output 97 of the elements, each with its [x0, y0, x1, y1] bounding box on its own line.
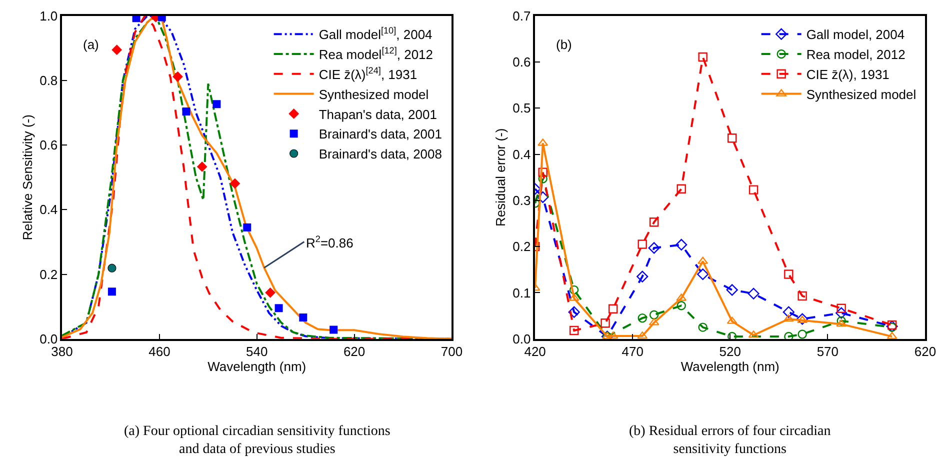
- y-tick-label: 0.7: [512, 8, 531, 24]
- annotation: (b): [556, 37, 572, 52]
- x-tick-label: 520: [719, 344, 741, 360]
- annotation: (a): [83, 37, 99, 52]
- point: [887, 320, 897, 330]
- y-tick-label: 0.4: [40, 202, 58, 218]
- point: [784, 332, 794, 339]
- point: [182, 107, 190, 116]
- point: [330, 326, 338, 334]
- x-tick-label: 420: [524, 344, 546, 360]
- annotation: R$^{2}$=0.86: [306, 234, 354, 250]
- point: [836, 316, 846, 326]
- y-tick-label: 0.2: [40, 266, 58, 282]
- legend-label: Synthesized model: [806, 86, 916, 102]
- y-axis-title: Relative Sensitivity (-): [20, 114, 36, 240]
- x-tick-label: 570: [816, 344, 839, 360]
- point: [637, 331, 648, 339]
- point: [649, 310, 659, 320]
- legend-label: Synthesized model: [318, 86, 429, 102]
- point: [698, 52, 708, 62]
- y-tick-label: 0.1: [512, 285, 531, 300]
- point: [112, 44, 122, 56]
- point: [537, 191, 549, 204]
- point: [569, 326, 579, 336]
- text: (b) Residual errors of four circadian sensitivity functions: [629, 424, 831, 458]
- line-series: [62, 16, 452, 339]
- legend-label: Rea model, 2012: [806, 47, 906, 62]
- point: [698, 322, 708, 332]
- point: [748, 288, 760, 300]
- point: [132, 16, 140, 22]
- point: [649, 218, 659, 227]
- x-tick-label: 380: [51, 344, 73, 360]
- point: [243, 223, 252, 232]
- point: [836, 319, 847, 327]
- point: [638, 240, 647, 249]
- point: [676, 301, 686, 310]
- point: [636, 270, 648, 282]
- y-tick-label: 0.3: [512, 192, 531, 208]
- point: [727, 134, 737, 143]
- y-tick-label: 0.5: [512, 100, 531, 116]
- point: [299, 314, 308, 322]
- y-tick-label: 0.0: [512, 331, 531, 346]
- x-tick-label: 460: [148, 344, 170, 360]
- point: [697, 268, 709, 280]
- point: [798, 330, 807, 339]
- x-tick-label: 700: [440, 344, 463, 360]
- point: [608, 331, 618, 339]
- point: [265, 287, 276, 298]
- point: [538, 168, 548, 177]
- point: [726, 284, 738, 296]
- point: [836, 307, 848, 319]
- x-axis-title: Wavelength (nm): [680, 359, 780, 374]
- point: [274, 304, 283, 312]
- point: [784, 270, 794, 279]
- point: [783, 314, 794, 322]
- point: [648, 242, 660, 254]
- legend-label: CIE z̄(λ)$^{[24]}$, 1931: [318, 66, 418, 82]
- point: [172, 71, 183, 82]
- y-tick-label: 0.4: [512, 146, 531, 162]
- text: (a) Four optional circadian sensitivity functions and data of previous studies: [124, 424, 390, 458]
- x-tick-label: 620: [343, 344, 366, 360]
- point: [108, 264, 116, 272]
- legend-label: Brainard's data, 2008: [318, 146, 442, 162]
- x-tick-label: 620: [914, 344, 936, 360]
- point: [196, 162, 208, 172]
- y-axis-title: Residual error (-): [493, 128, 508, 226]
- point: [676, 238, 688, 251]
- legend-label: Gall model, 2004: [806, 27, 905, 42]
- point: [836, 304, 846, 313]
- y-tick-label: 0.0: [40, 331, 58, 346]
- y-tick-label: 0.8: [40, 73, 58, 88]
- point: [600, 318, 610, 328]
- point: [676, 184, 686, 194]
- y-tick-label: 0.2: [512, 239, 531, 254]
- point: [569, 285, 579, 295]
- point: [538, 174, 548, 184]
- point: [608, 304, 618, 314]
- point: [748, 185, 758, 194]
- point: [230, 178, 240, 189]
- x-axis-title: Wavelength (nm): [208, 359, 306, 374]
- y-tick-label: 0.6: [40, 138, 58, 153]
- point: [782, 306, 794, 318]
- legend-label: Thapan's data, 2001: [318, 106, 437, 122]
- point: [568, 306, 580, 318]
- x-tick-label: 470: [622, 344, 644, 360]
- point: [798, 291, 807, 301]
- y-tick-label: 0.6: [512, 54, 531, 70]
- x-tick-label: 540: [246, 344, 268, 360]
- point: [212, 100, 221, 108]
- point: [727, 332, 737, 339]
- legend-label: Gall model$^{[10]}$, 2004: [318, 26, 432, 42]
- legend-label: Rea model$^{[12]}$, 2012: [318, 46, 434, 62]
- legend-label: CIE z̄(λ), 1931: [806, 66, 890, 82]
- point: [638, 313, 647, 323]
- y-tick-label: 1.0: [40, 8, 58, 24]
- legend-label: Brainard's data, 2001: [318, 126, 442, 142]
- point: [108, 288, 116, 296]
